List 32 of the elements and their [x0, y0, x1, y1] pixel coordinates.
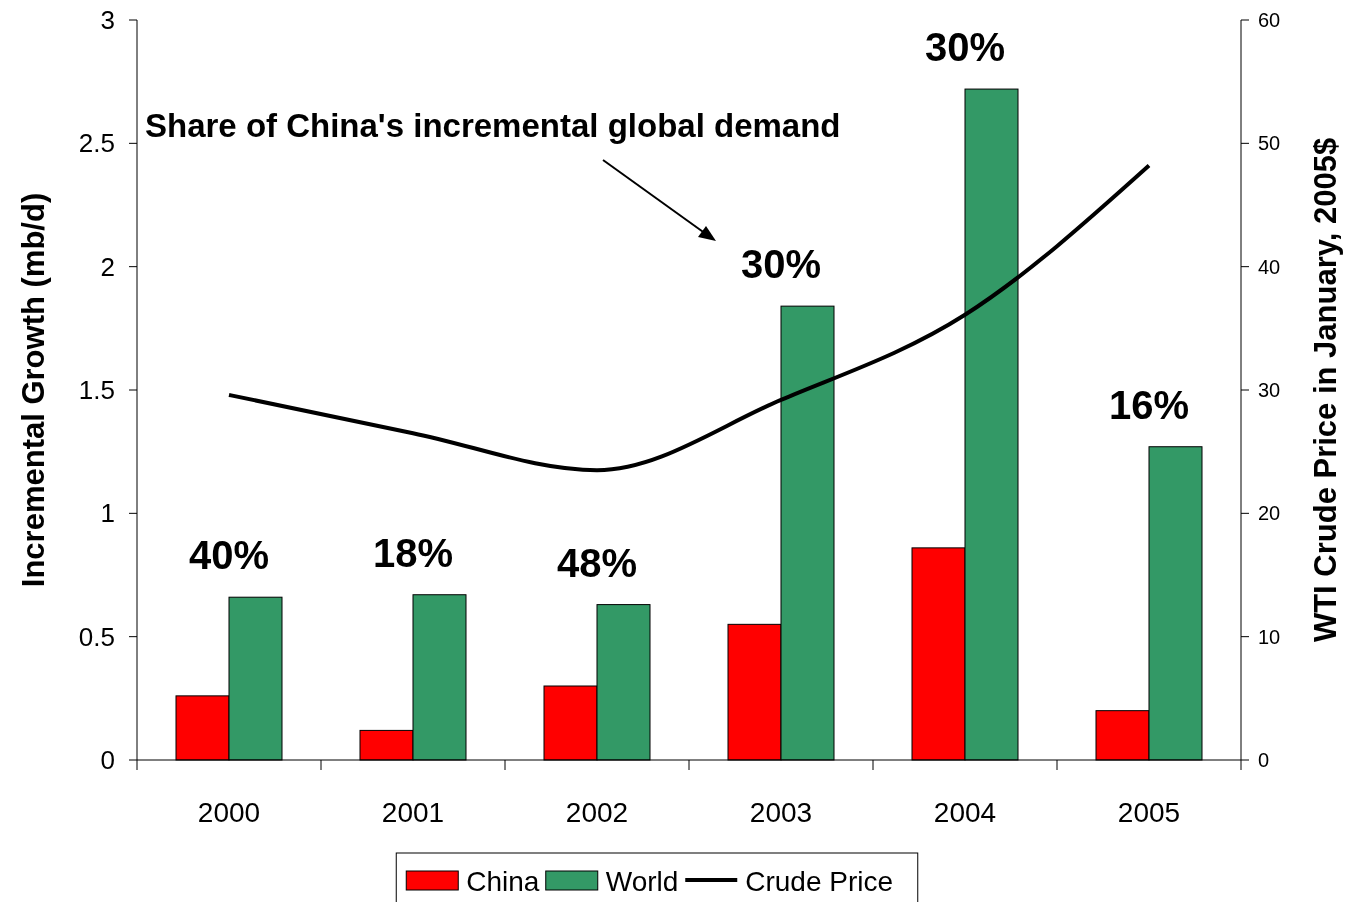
y-tick-label: 2.5: [78, 128, 115, 159]
y-tick-label: 1: [100, 498, 115, 529]
y2-tick-label: 50: [1258, 132, 1281, 155]
annotation: 16%: [1108, 382, 1190, 427]
x-tick-label: 2000: [197, 797, 261, 828]
y-tick-label: 0: [100, 745, 115, 775]
y-axis-title: Incremental Growth (mb/d): [16, 192, 51, 588]
annotation: 18%: [372, 530, 454, 575]
x-tick-label: 2005: [1117, 797, 1181, 828]
legend-label: China: [466, 866, 540, 897]
annotation: 48%: [556, 540, 638, 585]
y2-tick-label: 0: [1258, 749, 1270, 771]
legend-label: World: [605, 866, 679, 897]
y2-tick-label: 40: [1258, 255, 1281, 278]
x-tick-label: 2004: [933, 797, 997, 828]
y2-tick-label: 60: [1258, 9, 1281, 31]
y-tick-label: 2: [100, 251, 115, 282]
y2-tick-label: 20: [1258, 502, 1281, 525]
y2-axis-title: WTI Crude Price in January, 2005$: [1308, 137, 1343, 643]
x-tick-label: 2001: [381, 797, 445, 828]
annotation: Share of China's incremental global demand: [145, 107, 841, 144]
y2-tick-label: 10: [1258, 625, 1281, 648]
x-tick-label: 2003: [749, 797, 813, 828]
x-tick-label: 2002: [565, 797, 629, 828]
y-tick-label: 0.5: [78, 621, 115, 652]
annotation: 30%: [924, 25, 1006, 70]
y-tick-label: 1.5: [78, 375, 115, 405]
annotation: 40%: [188, 533, 270, 578]
y-tick-label: 3: [100, 5, 115, 35]
y2-tick-label: 30: [1258, 379, 1281, 401]
legend-label: Crude Price: [745, 866, 894, 897]
annotation: 30%: [740, 242, 822, 287]
